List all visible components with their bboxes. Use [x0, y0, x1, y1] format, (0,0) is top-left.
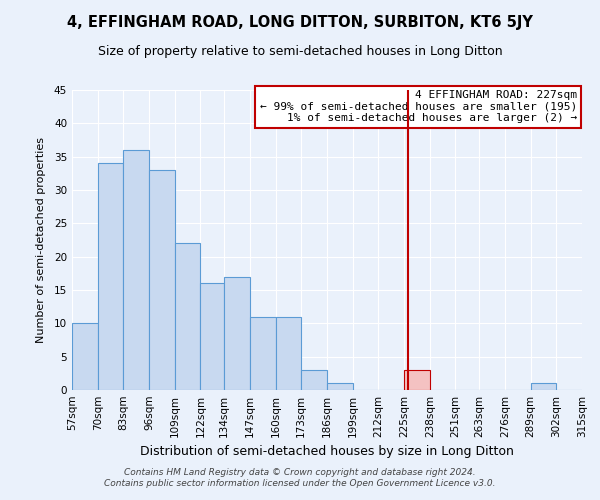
Bar [404, 370, 430, 390]
Text: Size of property relative to semi-detached houses in Long Ditton: Size of property relative to semi-detach… [98, 45, 502, 58]
Bar [175, 244, 200, 390]
Text: Contains HM Land Registry data © Crown copyright and database right 2024.
Contai: Contains HM Land Registry data © Crown c… [104, 468, 496, 487]
Bar [530, 384, 556, 390]
Bar [149, 170, 175, 390]
Bar [250, 316, 275, 390]
Bar [327, 384, 353, 390]
Bar [224, 276, 250, 390]
Text: 4, EFFINGHAM ROAD, LONG DITTON, SURBITON, KT6 5JY: 4, EFFINGHAM ROAD, LONG DITTON, SURBITON… [67, 15, 533, 30]
Text: 4 EFFINGHAM ROAD: 227sqm
← 99% of semi-detached houses are smaller (195)
1% of s: 4 EFFINGHAM ROAD: 227sqm ← 99% of semi-d… [260, 90, 577, 123]
Bar [124, 150, 149, 390]
Y-axis label: Number of semi-detached properties: Number of semi-detached properties [35, 137, 46, 343]
Bar [98, 164, 124, 390]
Bar [200, 284, 224, 390]
Bar [72, 324, 98, 390]
Bar [301, 370, 327, 390]
X-axis label: Distribution of semi-detached houses by size in Long Ditton: Distribution of semi-detached houses by … [140, 446, 514, 458]
Bar [275, 316, 301, 390]
